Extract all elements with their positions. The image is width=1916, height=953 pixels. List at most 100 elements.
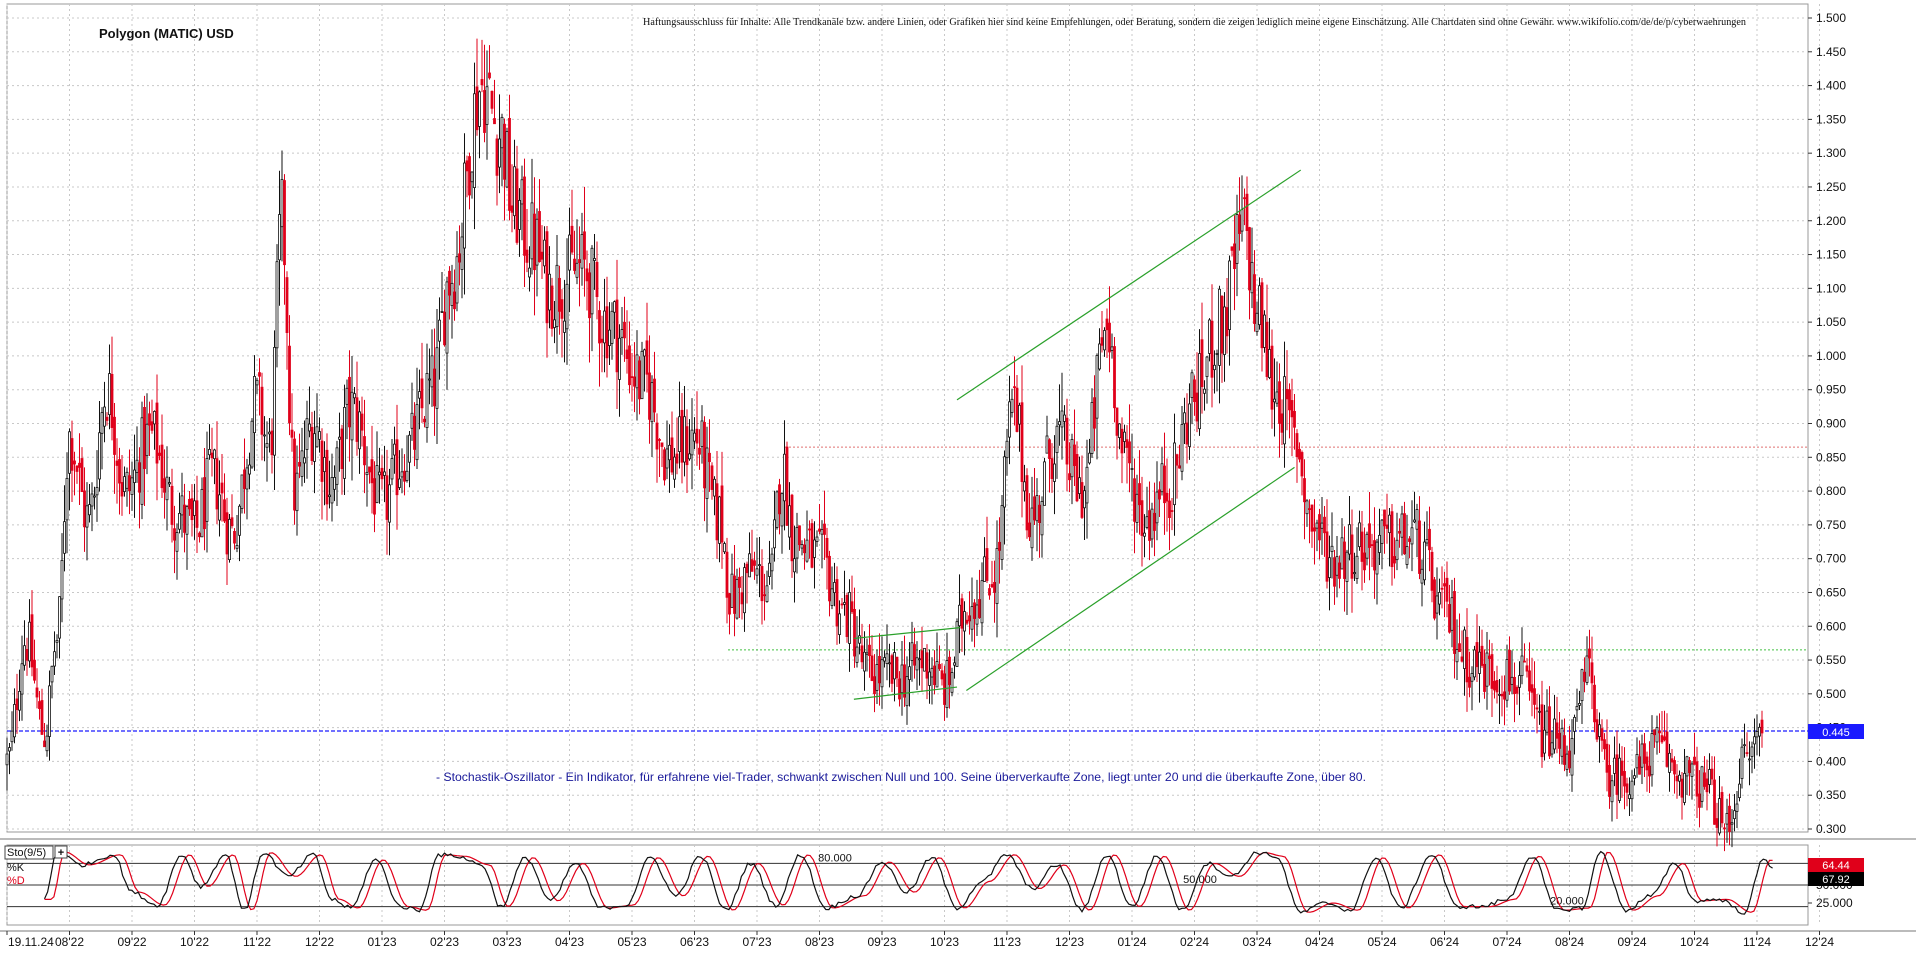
candle-body <box>1455 649 1459 663</box>
candle-body <box>1073 444 1076 467</box>
candle-body <box>558 277 561 312</box>
candle-body <box>1008 401 1011 438</box>
candle-body <box>818 528 821 532</box>
candle-body <box>1565 753 1569 770</box>
candle-body <box>1588 648 1591 659</box>
candle-body <box>780 493 784 527</box>
candle-body <box>275 261 279 349</box>
candle-body <box>343 406 346 479</box>
candle-body <box>1313 527 1316 532</box>
expand-icon[interactable] <box>54 845 68 859</box>
candle-body <box>1260 282 1264 349</box>
candle-body <box>1075 454 1079 502</box>
candle-body <box>363 436 366 466</box>
candle-body <box>203 477 206 530</box>
candle-body <box>1323 516 1326 534</box>
candle-body <box>193 500 196 516</box>
candlestick-series <box>5 38 1764 852</box>
candle-body <box>1450 597 1454 631</box>
candle-body <box>1308 508 1311 510</box>
candle-body <box>403 470 406 482</box>
candle-body <box>798 525 801 546</box>
candle-body <box>88 504 91 516</box>
candle-body <box>113 416 116 455</box>
last-price-tag: 0.445 <box>1808 724 1864 739</box>
candle-body <box>1558 732 1561 749</box>
candle-body <box>975 604 979 625</box>
y-tick-label: 0.850 <box>1816 450 1846 464</box>
candle-body <box>463 162 466 249</box>
candle-body <box>1080 482 1084 518</box>
candle-body <box>1273 398 1276 403</box>
candle-body <box>1090 402 1094 454</box>
trend-line <box>853 627 961 640</box>
candle-body <box>1228 260 1231 330</box>
candle-body <box>1570 738 1574 776</box>
candle-body <box>1628 794 1631 799</box>
candle-body <box>1473 649 1476 678</box>
candle-body <box>770 553 774 572</box>
candle-body <box>683 416 686 463</box>
x-tick-label: 01'24 <box>1118 935 1147 948</box>
candle-body <box>75 465 79 472</box>
candle-body <box>1683 773 1686 803</box>
candle-body <box>1215 353 1219 355</box>
candle-body <box>478 91 481 127</box>
candle-body <box>465 160 469 172</box>
candle-body <box>885 653 889 664</box>
candle-body <box>1198 353 1201 430</box>
candle-body <box>1710 768 1714 780</box>
candle-body <box>248 464 251 475</box>
candle-body <box>773 519 776 549</box>
candle-body <box>110 374 114 428</box>
candle-body <box>1403 513 1406 555</box>
candle-body <box>258 372 261 377</box>
candle-body <box>553 319 556 328</box>
candle-body <box>1390 511 1394 568</box>
candle-body <box>1270 345 1274 410</box>
candle-body <box>1320 522 1324 529</box>
candle-body <box>608 329 611 346</box>
candle-body <box>1665 731 1669 767</box>
candle-body <box>340 428 344 470</box>
candle-body <box>1595 719 1599 740</box>
candle-body <box>425 373 429 428</box>
candle-body <box>130 477 134 495</box>
candle-body <box>810 523 814 568</box>
candle-body <box>143 406 146 469</box>
candle-body <box>1233 243 1236 270</box>
candle-body <box>1713 779 1716 825</box>
candle-body <box>728 593 731 615</box>
candle-body <box>108 373 111 416</box>
candle-body <box>1048 439 1051 459</box>
candle-body <box>870 655 874 681</box>
candle-body <box>1030 507 1034 549</box>
candle-body <box>825 537 829 558</box>
candle-body <box>1183 412 1186 425</box>
candle-body <box>475 86 479 131</box>
candle-body <box>1293 410 1296 428</box>
candle-body <box>908 666 911 680</box>
candle-body <box>1410 527 1414 545</box>
candle-body <box>1510 676 1514 685</box>
candle-body <box>1003 456 1006 508</box>
candle-body <box>1423 541 1426 581</box>
candle-body <box>485 86 489 125</box>
candle-body <box>788 505 791 538</box>
candle-body <box>15 698 19 710</box>
candle-body <box>1638 756 1641 775</box>
candle-body <box>628 345 631 386</box>
candle-body <box>303 457 306 464</box>
candle-body <box>1213 364 1216 371</box>
candle-body <box>1058 421 1061 426</box>
candle-body <box>338 436 341 440</box>
candle-body <box>865 652 869 655</box>
candle-body <box>25 649 29 661</box>
candle-body <box>243 469 246 489</box>
x-tick-label: 10'22 <box>180 935 209 948</box>
candle-body <box>1083 490 1086 509</box>
candle-body <box>950 672 954 693</box>
